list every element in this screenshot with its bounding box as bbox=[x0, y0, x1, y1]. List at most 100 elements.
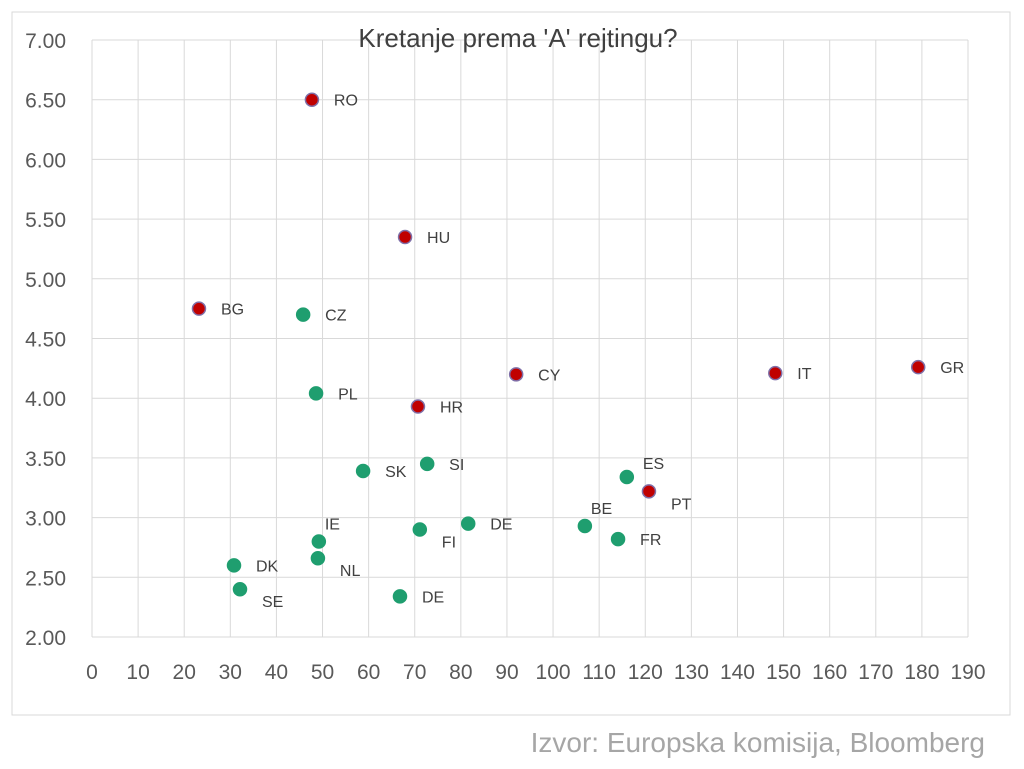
x-tick-label: 180 bbox=[904, 661, 939, 684]
data-label: FR bbox=[640, 532, 661, 549]
marker bbox=[311, 534, 327, 549]
marker bbox=[610, 531, 626, 547]
x-tick-label: 30 bbox=[219, 661, 242, 684]
data-label: IE bbox=[325, 516, 340, 533]
data-points: RO HU BG CY IT GR HR PT CZ PL SK SI ES BE FR FI DE IE NL DK… bbox=[191, 92, 964, 611]
marker bbox=[641, 484, 657, 499]
y-tick-label: 4.00 bbox=[25, 388, 66, 411]
chart-title: Kretanje prema 'A' rejtingu? bbox=[358, 23, 677, 53]
data-point-pt: PT bbox=[641, 484, 692, 513]
marker bbox=[304, 92, 320, 107]
data-point-it: IT bbox=[768, 365, 812, 383]
marker bbox=[410, 399, 426, 414]
x-tick-label: 160 bbox=[812, 661, 847, 684]
data-point-ie: IE bbox=[311, 516, 340, 549]
data-point-be: BE bbox=[577, 501, 612, 534]
tick-labels: 0 10 20 30 40 50 60 70 80 90 100 110 120 130 140 150 160… bbox=[25, 30, 985, 684]
source-note: Izvor: Europska komisija, Bloomberg bbox=[531, 727, 985, 758]
marker bbox=[619, 469, 635, 485]
x-tick-label: 90 bbox=[495, 661, 518, 684]
x-tick-label: 70 bbox=[403, 661, 426, 684]
data-label: CY bbox=[538, 367, 561, 384]
marker bbox=[232, 581, 248, 597]
marker bbox=[397, 229, 413, 245]
x-tick-label: 140 bbox=[720, 661, 755, 684]
data-label: DK bbox=[256, 558, 279, 575]
y-tick-label: 7.00 bbox=[25, 30, 66, 53]
marker bbox=[412, 522, 428, 537]
x-tick-label: 110 bbox=[582, 661, 615, 684]
x-tick-label: 0 bbox=[86, 661, 98, 684]
data-point-si: SI bbox=[419, 456, 464, 474]
data-label: IT bbox=[797, 366, 811, 383]
marker bbox=[295, 307, 311, 322]
data-point-ro: RO bbox=[304, 92, 358, 110]
marker bbox=[460, 516, 476, 531]
data-label: HR bbox=[440, 400, 463, 417]
x-tick-label: 100 bbox=[536, 661, 571, 684]
marker bbox=[310, 550, 326, 566]
x-tick-label: 170 bbox=[858, 661, 893, 684]
y-tick-label: 5.00 bbox=[25, 269, 66, 292]
data-point-bg: BG bbox=[191, 301, 244, 319]
x-tick-label: 150 bbox=[766, 661, 801, 684]
marker bbox=[768, 365, 783, 381]
x-tick-label: 120 bbox=[628, 661, 663, 684]
y-tick-label: 6.00 bbox=[25, 149, 66, 172]
data-label: DE bbox=[422, 589, 444, 606]
data-point-se: SE bbox=[232, 581, 283, 611]
marker bbox=[508, 367, 524, 382]
data-label: RO bbox=[334, 93, 358, 110]
data-label: PL bbox=[338, 386, 358, 403]
y-tick-label: 2.50 bbox=[25, 567, 66, 590]
data-point-es: ES bbox=[619, 456, 664, 485]
gridlines bbox=[91, 39, 969, 638]
marker bbox=[226, 558, 242, 573]
data-point-hu: HU bbox=[397, 229, 450, 247]
x-tick-label: 80 bbox=[449, 661, 472, 684]
data-point-sk: SK bbox=[355, 463, 407, 481]
marker bbox=[392, 589, 408, 604]
data-point-nl: NL bbox=[310, 550, 361, 580]
data-point-fr: FR bbox=[610, 531, 661, 549]
y-tick-label: 5.50 bbox=[25, 209, 66, 232]
data-point-fi: FI bbox=[412, 522, 456, 552]
x-tick-label: 190 bbox=[950, 661, 985, 684]
y-tick-label: 3.00 bbox=[25, 508, 66, 531]
chart-frame bbox=[11, 11, 1011, 716]
data-label: SI bbox=[449, 457, 464, 474]
data-point-gr: GR bbox=[910, 359, 964, 377]
marker bbox=[355, 463, 371, 479]
data-point-de: DE bbox=[392, 589, 444, 606]
data-point-cy: CY bbox=[508, 367, 561, 384]
data-label: NL bbox=[340, 563, 361, 580]
x-tick-label: 50 bbox=[311, 661, 334, 684]
data-label: CZ bbox=[325, 308, 347, 325]
y-tick-label: 3.50 bbox=[25, 448, 66, 471]
y-tick-label: 2.00 bbox=[25, 627, 66, 650]
x-tick-label: 130 bbox=[674, 661, 709, 684]
data-label: BG bbox=[221, 302, 244, 319]
data-point-pl: PL bbox=[308, 386, 358, 403]
marker bbox=[191, 301, 207, 316]
data-label: BE bbox=[591, 501, 612, 518]
data-label: DE bbox=[490, 517, 512, 534]
marker bbox=[308, 386, 324, 401]
marker bbox=[910, 359, 926, 375]
data-label: GR bbox=[940, 360, 964, 377]
y-tick-label: 6.50 bbox=[25, 90, 66, 113]
x-tick-label: 20 bbox=[173, 661, 196, 684]
data-label: FI bbox=[442, 535, 456, 552]
data-point-cz: CZ bbox=[295, 307, 347, 325]
x-tick-label: 40 bbox=[265, 661, 288, 684]
data-label: SK bbox=[385, 464, 407, 481]
x-tick-label: 10 bbox=[126, 661, 149, 684]
data-label: ES bbox=[643, 456, 664, 473]
data-point-dk: DK bbox=[226, 558, 279, 575]
data-point-hr: HR bbox=[410, 399, 463, 417]
marker bbox=[419, 456, 435, 472]
data-label: PT bbox=[671, 496, 692, 513]
marker bbox=[577, 518, 593, 534]
data-label: HU bbox=[427, 230, 450, 247]
